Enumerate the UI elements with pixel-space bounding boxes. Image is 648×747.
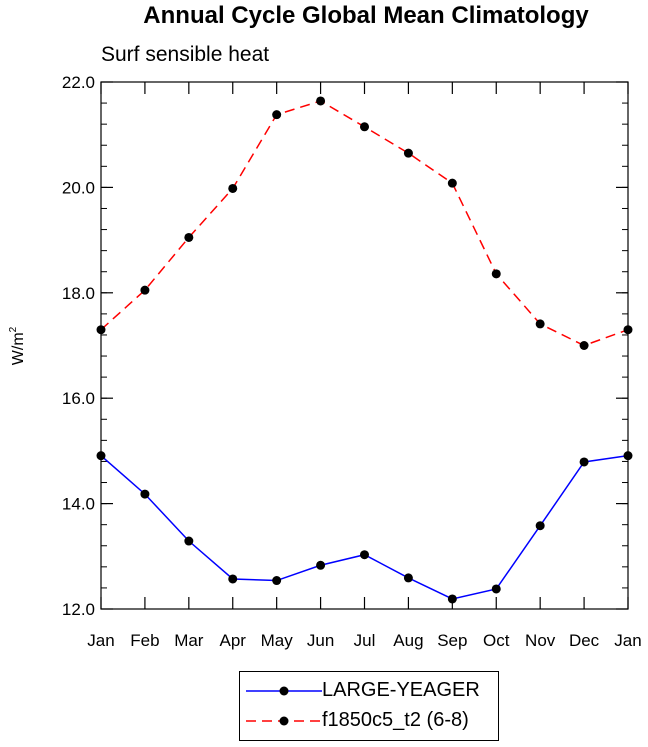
plot-frame (100, 81, 629, 610)
minor-ticks (101, 81, 628, 610)
line-chart: 12.0 14.0 16.0 18.0 20.0 22.0 Jan Feb Mar Apr May… (8, 73, 642, 650)
x-tick-label: Jan (87, 631, 114, 650)
series-1-point (140, 285, 150, 295)
series-0-point (403, 573, 413, 583)
chart-subtitle: Surf sensible heat (101, 43, 270, 66)
x-tick-label: Aug (393, 631, 423, 650)
series-1-point (579, 341, 589, 350)
series-1-point (447, 178, 457, 188)
y-axis-label-superscript: 2 (8, 326, 19, 332)
x-tick-labels: Jan Feb Mar Apr May Jun Jul Aug Sep Oct Nov Dec Jan (87, 631, 641, 650)
series-1-point (535, 319, 545, 329)
y-tick-label: 12.0 (62, 600, 95, 619)
legend-label: f1850c5_t2 (6-8) (322, 709, 469, 731)
legend-item-f1850c5: f1850c5_t2 (6-8) (240, 706, 498, 736)
x-tick-label: Sep (437, 631, 467, 650)
series-0-point (228, 574, 238, 584)
legend-swatch-dashed (246, 716, 322, 726)
x-tick-label: Mar (174, 631, 204, 650)
y-axis-label-text: W/m (10, 332, 27, 365)
legend: LARGE-YEAGER f1850c5_t2 (6-8) (239, 671, 499, 741)
series-1-point (491, 269, 501, 279)
y-tick-label: 20.0 (62, 178, 95, 197)
series-0-point (184, 536, 194, 546)
y-tick-label: 18.0 (62, 284, 95, 303)
x-tick-label: Nov (525, 631, 556, 650)
series-0-point (140, 489, 150, 499)
x-tick-label: Dec (569, 631, 600, 650)
major-ticks (100, 81, 629, 610)
series-1-point (316, 96, 326, 106)
legend-swatch-solid (246, 686, 322, 696)
x-tick-label: Feb (130, 631, 159, 650)
series-line-1 (100, 100, 629, 347)
y-tick-label: 22.0 (62, 73, 95, 92)
x-tick-label: Jul (354, 631, 376, 650)
x-tick-label: May (261, 631, 294, 650)
chart-title: Annual Cycle Global Mean Climatology (143, 2, 589, 29)
series-1-point (184, 232, 194, 242)
series-line-0 (100, 454, 629, 600)
series-0-point (579, 457, 589, 467)
x-tick-label: Oct (483, 631, 510, 650)
y-tick-labels: 12.0 14.0 16.0 18.0 20.0 22.0 (62, 73, 95, 619)
series-1-point (272, 110, 282, 120)
x-tick-label: Jun (307, 631, 334, 650)
y-tick-label: 14.0 (62, 495, 95, 514)
series-layer (96, 96, 633, 604)
x-tick-label: Jan (614, 631, 641, 650)
y-axis-label: W/m2 (8, 326, 27, 365)
x-tick-label: Apr (220, 631, 247, 650)
series-1-point (228, 183, 238, 193)
series-1-point (403, 148, 413, 158)
series-1-point (360, 122, 369, 132)
series-0-point (491, 584, 501, 594)
series-0-point (535, 521, 545, 531)
series-0-point (272, 576, 282, 586)
series-0-point (360, 550, 369, 560)
legend-item-large-yeager: LARGE-YEAGER (240, 676, 498, 706)
legend-label: LARGE-YEAGER (322, 679, 480, 701)
y-tick-label: 16.0 (62, 389, 95, 408)
series-0-point (316, 560, 326, 570)
series-0-point (447, 594, 457, 604)
